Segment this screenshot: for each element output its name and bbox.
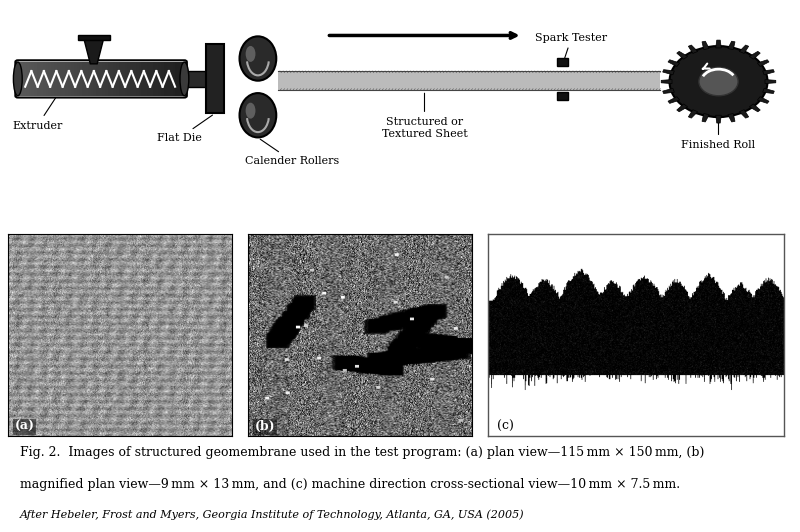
Text: (b): (b) xyxy=(254,420,275,433)
Polygon shape xyxy=(662,88,674,94)
Ellipse shape xyxy=(180,62,189,96)
Polygon shape xyxy=(677,104,688,112)
Text: Flat Die: Flat Die xyxy=(157,115,213,143)
Text: Fig. 2.  Images of structured geomembrane used in the test program: (a) plan vie: Fig. 2. Images of structured geomembrane… xyxy=(20,446,704,459)
Polygon shape xyxy=(750,104,760,112)
Polygon shape xyxy=(668,60,680,66)
Polygon shape xyxy=(739,110,749,118)
Polygon shape xyxy=(662,70,674,75)
Ellipse shape xyxy=(14,62,22,96)
Text: Finished Roll: Finished Roll xyxy=(682,122,755,150)
Polygon shape xyxy=(728,113,735,122)
Text: Extruder: Extruder xyxy=(12,98,62,130)
Text: (a): (a) xyxy=(14,420,34,433)
Bar xyxy=(557,58,567,65)
Polygon shape xyxy=(688,45,698,53)
Text: Spark Tester: Spark Tester xyxy=(535,32,607,63)
Bar xyxy=(557,92,567,100)
Bar xyxy=(278,71,660,90)
Polygon shape xyxy=(661,80,672,84)
Text: After Hebeler, Frost and Myers, Georgia Institute of Technology, Atlanta, GA, US: After Hebeler, Frost and Myers, Georgia … xyxy=(20,510,525,520)
Text: Calender Rollers: Calender Rollers xyxy=(245,139,339,166)
Polygon shape xyxy=(702,41,709,49)
Circle shape xyxy=(670,46,767,117)
Text: Structured or
Textured Sheet: Structured or Textured Sheet xyxy=(382,93,467,139)
Circle shape xyxy=(699,68,738,96)
Ellipse shape xyxy=(246,103,255,119)
Polygon shape xyxy=(716,40,722,48)
Polygon shape xyxy=(668,97,680,103)
Polygon shape xyxy=(765,80,776,84)
Text: magnified plan view—9 mm × 13 mm, and (c) machine direction cross-sectional view: magnified plan view—9 mm × 13 mm, and (c… xyxy=(20,478,680,491)
Polygon shape xyxy=(762,70,774,75)
Ellipse shape xyxy=(239,93,276,137)
Polygon shape xyxy=(677,52,688,59)
FancyBboxPatch shape xyxy=(206,44,223,113)
Polygon shape xyxy=(716,115,722,123)
Polygon shape xyxy=(758,97,769,103)
Ellipse shape xyxy=(246,46,255,62)
Polygon shape xyxy=(739,45,749,53)
Polygon shape xyxy=(688,110,698,118)
Polygon shape xyxy=(728,41,735,49)
Bar xyxy=(78,36,110,40)
Polygon shape xyxy=(702,113,709,122)
Ellipse shape xyxy=(239,36,276,81)
Bar xyxy=(182,71,209,87)
Text: (c): (c) xyxy=(497,420,514,433)
Polygon shape xyxy=(758,60,769,66)
Polygon shape xyxy=(84,39,103,64)
Polygon shape xyxy=(750,52,760,59)
Polygon shape xyxy=(762,88,774,94)
